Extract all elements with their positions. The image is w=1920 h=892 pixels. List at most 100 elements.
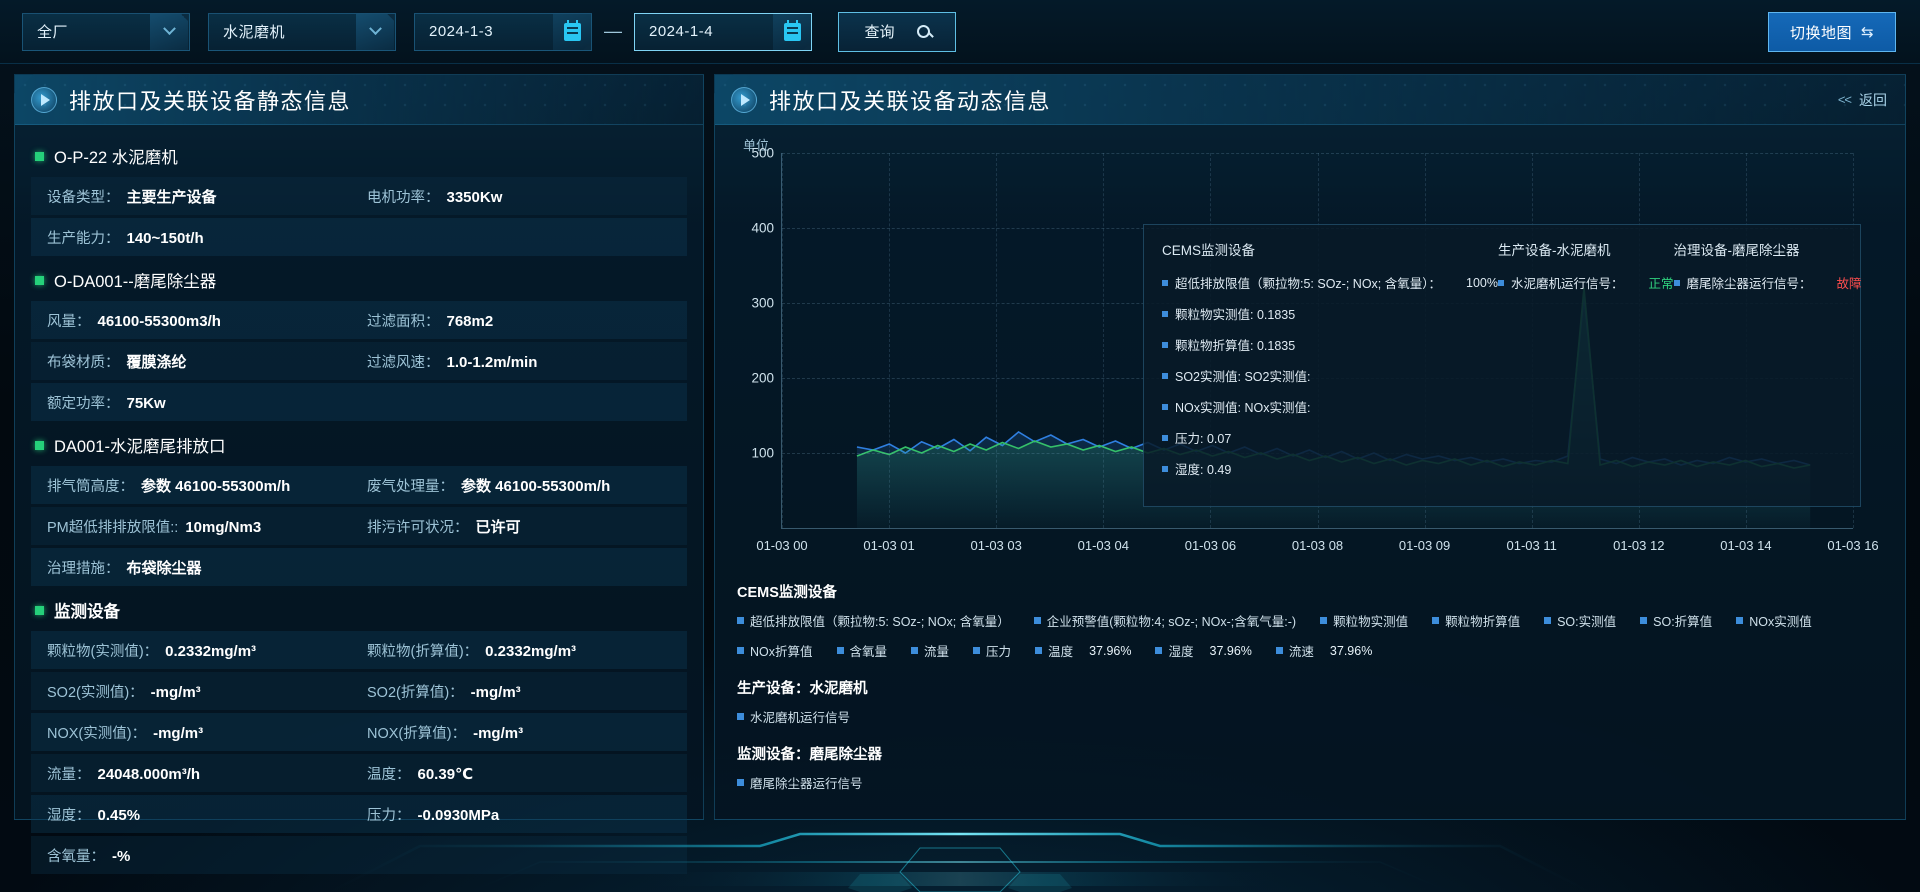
tooltip-row: NOx实测值: NOx实测值:	[1162, 397, 1498, 416]
switch-map-button[interactable]: 切换地图 ⇆	[1768, 12, 1896, 52]
group-title: O-DA001--磨尾除尘器	[54, 273, 217, 291]
info-row: 布袋材质： 覆膜涤纶 过滤风速： 1.0-1.2m/min	[31, 342, 687, 380]
legend-item[interactable]: 水泥磨机运行信号	[737, 707, 850, 726]
y-axis-tick: 500	[751, 145, 774, 161]
legend-item[interactable]: NOx实测值	[1736, 611, 1812, 630]
device-select[interactable]: 水泥磨机	[208, 12, 396, 51]
plant-select-control[interactable]: 全厂	[22, 12, 190, 51]
legend-item[interactable]: 流速 37.96%	[1275, 641, 1372, 660]
tooltip-row: 超低排放限值（颗拉物:5: SOz-; NOx; 含氧量）： 100%	[1162, 273, 1498, 292]
gridline-vertical	[782, 153, 783, 528]
info-row: NOX(实测值)： -mg/m³ NOX(折算值)： -mg/m³	[31, 713, 687, 751]
plant-select-value: 全厂	[37, 24, 69, 41]
group-header: 监测设备	[31, 589, 687, 631]
info-value: -%	[112, 847, 131, 865]
x-axis-tick: 01-03 08	[1291, 538, 1344, 553]
legend-item[interactable]: 压力	[973, 641, 1011, 660]
static-info-body: O-P-22 水泥磨机 设备类型： 主要生产设备 电机功率： 3350Kw 生产能力： 14…	[15, 125, 703, 874]
legend-item-label: 水泥磨机运行信号	[750, 711, 851, 725]
chevron-down-icon[interactable]	[150, 13, 188, 50]
legend-items: 磨尾除尘器运行信号	[737, 773, 1887, 803]
info-label: SO2(实测值)：	[47, 684, 144, 701]
legend-item[interactable]: SO:实测值	[1544, 611, 1616, 630]
query-button[interactable]: 查询	[838, 11, 956, 52]
x-axis-tick: 01-03 12	[1613, 538, 1665, 553]
gridline-vertical	[889, 153, 891, 528]
info-cell: SO2(实测值)： -mg/m³	[47, 681, 367, 702]
date-end-control[interactable]: 2024-1-4	[634, 12, 812, 51]
info-label: 排气筒高度：	[47, 478, 134, 495]
legend-item[interactable]: NOx折算值	[737, 641, 813, 660]
back-link[interactable]: << 返回	[1838, 90, 1887, 110]
chart-legend: CEMS监测设备 超低排放限值（颗拉物:5: SOz-; NOx; 含氧量） 企业预…	[715, 571, 1905, 803]
legend-item[interactable]: 流量	[911, 641, 949, 660]
info-label: 设备类型：	[47, 189, 120, 206]
info-cell: 流量： 24048.000m³/h	[47, 763, 367, 784]
device-select-value: 水泥磨机	[223, 24, 286, 41]
legend-item[interactable]: SO:折算值	[1640, 611, 1712, 630]
date-start-control[interactable]: 2024-1-3	[414, 12, 592, 51]
info-row: 风量： 46100-55300m3/h 过滤面积： 768m2	[31, 301, 687, 339]
legend-item-label: 颗粒物折算值	[1445, 615, 1521, 629]
info-cell: 电机功率： 3350Kw	[367, 186, 687, 207]
date-end-input[interactable]: 2024-1-4	[634, 12, 812, 51]
legend-item[interactable]: 企业预警值(颗粒物:4; sOz-; NOx-;含氧气量:-)	[1033, 611, 1297, 630]
info-value: 46100-55300m3/h	[97, 312, 221, 330]
legend-item-label: 磨尾除尘器运行信号	[750, 777, 863, 791]
date-range-separator: —	[604, 21, 622, 41]
info-value: 布袋除尘器	[126, 559, 202, 577]
date-end-value: 2024-1-4	[649, 23, 714, 40]
tooltip-row: 水泥磨机运行信号： 正常	[1497, 273, 1674, 292]
info-label: 温度：	[367, 766, 411, 783]
info-row: 含氧量： -%	[31, 836, 687, 874]
info-value: 3350Kw	[446, 188, 503, 206]
tooltip-row-label: 颗粒物实测值: 0.1835	[1175, 308, 1296, 322]
legend-item[interactable]: 湿度 37.96%	[1155, 641, 1252, 660]
legend-item[interactable]: 超低排放限值（颗拉物:5: SOz-; NOx; 含氧量）	[737, 611, 1010, 630]
info-value: 768m2	[446, 312, 494, 330]
legend-item[interactable]: 温度 37.96%	[1035, 641, 1131, 660]
info-value: 60.39℃	[417, 765, 474, 783]
legend-items: 水泥磨机运行信号	[737, 707, 1887, 737]
info-cell: 含氧量： -%	[47, 845, 367, 866]
legend-square-icon	[1162, 341, 1168, 348]
y-axis-tick: 400	[751, 220, 774, 236]
emission-trend-chart[interactable]: 单位 100 200 300 400 500 01-03 00 01-03 01 01-03 …	[729, 131, 1895, 571]
legend-item[interactable]: 磨尾除尘器运行信号	[737, 773, 863, 792]
legend-square-icon	[1162, 434, 1168, 441]
info-row: 湿度： 0.45% 压力： -0.0930MPa	[31, 795, 687, 833]
plant-select[interactable]: 全厂	[22, 12, 190, 51]
legend-item-label: SO:折算值	[1653, 615, 1713, 629]
info-cell: 治理措施： 布袋除尘器	[47, 557, 367, 578]
legend-square-icon	[911, 647, 919, 654]
legend-square-icon	[1320, 617, 1328, 624]
legend-item[interactable]: 颗粒物折算值	[1432, 611, 1520, 630]
tooltip-row-label: NOx实测值: NOx实测值:	[1175, 401, 1311, 415]
info-row: 生产能力： 140~150t/h	[31, 218, 687, 256]
status-square-icon	[35, 275, 44, 285]
info-cell: 颗粒物(折算值)： 0.2332mg/m³	[367, 640, 687, 661]
legend-item-label: 企业预警值(颗粒物:4; sOz-; NOx-;含氧气量:-)	[1046, 615, 1297, 629]
date-start-value: 2024-1-3	[429, 23, 494, 40]
y-axis-tick: 200	[751, 370, 774, 386]
info-cell: 过滤风速： 1.0-1.2m/min	[367, 351, 687, 372]
legend-item[interactable]: 颗粒物实测值	[1320, 611, 1408, 630]
calendar-icon[interactable]	[553, 13, 591, 50]
legend-item[interactable]: 含氧量	[836, 641, 887, 660]
date-start-input[interactable]: 2024-1-3	[414, 12, 592, 51]
status-square-icon	[35, 151, 44, 161]
device-select-control[interactable]: 水泥磨机	[208, 12, 396, 51]
info-value: 1.0-1.2m/min	[446, 353, 538, 371]
search-icon	[916, 25, 930, 38]
info-cell: 布袋材质： 覆膜涤纶	[47, 351, 367, 372]
info-cell: SO2(折算值)： -mg/m³	[367, 681, 687, 702]
calendar-icon[interactable]	[773, 13, 811, 50]
legend-item-label: 流量	[924, 645, 950, 659]
tooltip-row-value: 100%	[1466, 275, 1498, 290]
chevron-down-icon[interactable]	[356, 13, 394, 50]
info-value: 75Kw	[126, 394, 166, 412]
legend-square-icon	[1155, 647, 1163, 654]
info-label: PM超低排排放限值::	[47, 519, 179, 536]
info-row: 设备类型： 主要生产设备 电机功率： 3350Kw	[31, 177, 687, 215]
info-cell: NOX(折算值)： -mg/m³	[367, 722, 687, 743]
